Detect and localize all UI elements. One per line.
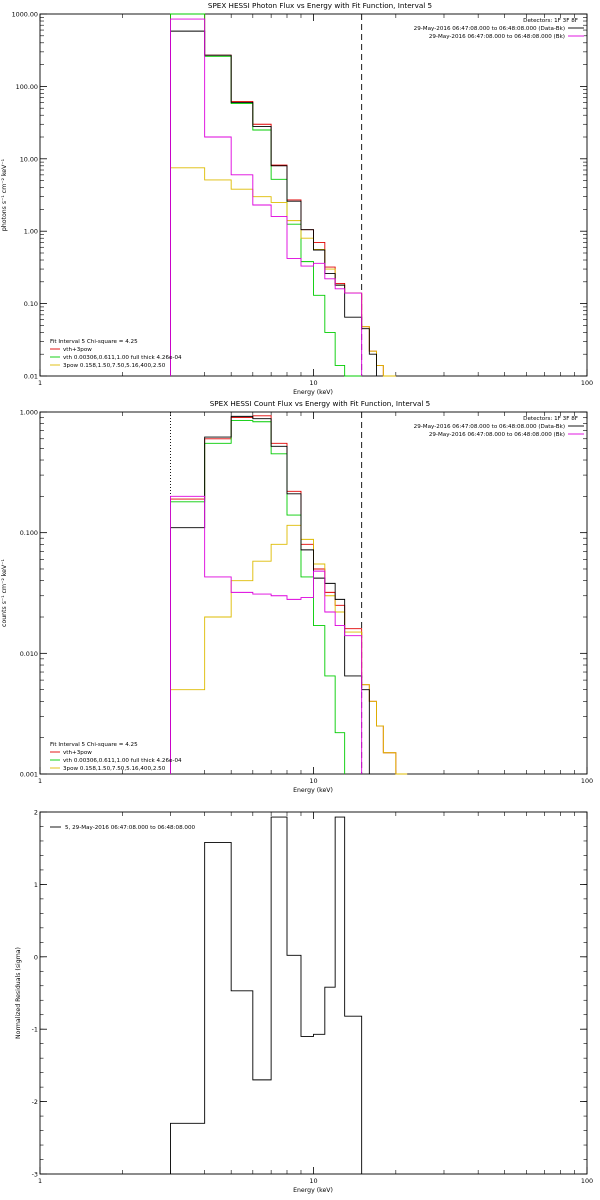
y-tick-label: 1 (34, 881, 38, 889)
series-vth-0-00306-0-611-1-00-full-thic (170, 13, 362, 377)
x-tick-label: 10 (309, 379, 317, 387)
panel3-xlabel: Energy (keV) (293, 1187, 333, 1194)
panel1-legend-vth-label: vth 0.00306,0.611,1.00 full thick 4.26e-… (63, 355, 182, 361)
y-tick-label: 2 (34, 809, 38, 817)
panel2-xlabel: Energy (keV) (293, 787, 333, 794)
panel2-legend-bottom: Fit Interval 5 Chi-square = 4.25 vth+3po… (50, 742, 182, 772)
panel3-ylabel: Normalized Residuals (sigma) (15, 947, 22, 1039)
series-vth-3pow (170, 415, 408, 775)
panel2-legend-fit-label: vth+3pow (63, 750, 92, 756)
x-tick-label: 10 (309, 777, 317, 785)
panel1-fit-interval-label: Fit Interval 5 Chi-square = 4.25 (50, 339, 138, 345)
series-data-bk (170, 415, 370, 774)
y-tick-label: 0.01 (24, 373, 38, 381)
y-tick-label: -2 (32, 1098, 38, 1106)
y-tick-label: 0.10 (24, 300, 38, 308)
panel1-ylabel: photons s⁻¹ cm⁻² keV⁻¹ (1, 158, 8, 231)
photon-flux-panel: SPEX HESSI Photon Flux vs Energy with Fi… (1, 1, 593, 396)
y-tick-label: 0.010 (20, 650, 38, 658)
y-tick-label: 1.00 (24, 228, 38, 236)
panel1-detectors-label: Detectors: 1F 3F 8F (523, 18, 578, 24)
y-tick-label: 100.00 (16, 83, 38, 91)
x-tick-label: 100 (581, 1177, 593, 1185)
series-bk (170, 18, 363, 376)
x-tick-label: 100 (581, 379, 593, 387)
x-tick-label: 1 (38, 379, 42, 387)
count-flux-panel: SPEX HESSI Count Flux vs Energy with Fit… (1, 399, 593, 794)
y-tick-label: 10.00 (20, 155, 38, 163)
panel1-legend-fit-label: vth+3pow (63, 347, 92, 353)
series-vth-0-00306-0-611-1-00-full-thic (170, 420, 346, 774)
y-tick-label: 1.000 (20, 409, 38, 417)
panel2-fit-interval-label: Fit Interval 5 Chi-square = 4.25 (50, 742, 138, 748)
panel1-series (170, 13, 396, 377)
panel3-plot-frame (39, 811, 588, 1175)
panel1-legend-bk-label: 29-May-2016 06:47:08.000 to 06:48:08.000… (429, 34, 565, 40)
y-tick-label: 0.100 (20, 529, 38, 537)
series-bk (170, 495, 363, 774)
series-data-bk (170, 30, 377, 376)
panel2-ylabel: counts s⁻¹ cm⁻² keV⁻¹ (1, 559, 8, 627)
panel2-legend-vth-label: vth 0.00306,0.611,1.00 full thick 4.26e-… (63, 758, 182, 764)
panel3-legend: 5, 29-May-2016 06:47:08.000 to 06:48:08.… (50, 825, 196, 831)
panel2-legend-bk-label: 29-May-2016 06:47:08.000 to 06:48:08.000… (429, 432, 565, 438)
panel2-legend-top: Detectors: 1F 3F 8F 29-May-2016 06:47:08… (414, 416, 584, 438)
series-3pow-0-158-1-50-7-50-5-16-400-2- (170, 524, 408, 775)
panel2-title: SPEX HESSI Count Flux vs Energy with Fit… (210, 399, 430, 408)
panel1-axis-ticks: 1 10 100 1000.00 100.00 10.00 1.00 0.10 0.01 (12, 11, 594, 388)
y-tick-label: -1 (32, 1026, 38, 1034)
x-tick-label: 1 (38, 1177, 42, 1185)
panel1-legend-top: Detectors: 1F 3F 8F 29-May-2016 06:47:08… (414, 18, 584, 40)
panel1-xlabel: Energy (keV) (293, 389, 333, 396)
panel2-series (170, 412, 408, 775)
panel1-plot-frame (39, 13, 588, 377)
x-tick-label: 100 (581, 777, 593, 785)
panel3-legend-label: 5, 29-May-2016 06:47:08.000 to 06:48:08.… (65, 825, 196, 831)
y-tick-label: -3 (32, 1171, 38, 1179)
panel2-detectors-label: Detectors: 1F 3F 8F (523, 416, 578, 422)
panel1-legend-3pow-label: 3pow 0.158,1.50,7.50,5.16,400,2.50 (63, 363, 166, 369)
x-tick-label: 10 (309, 1177, 317, 1185)
x-tick-label: 1 (38, 777, 42, 785)
panel2-legend-3pow-label: 3pow 0.158,1.50,7.50,5.16,400,2.50 (63, 766, 166, 772)
y-tick-label: 1000.00 (12, 11, 38, 19)
y-tick-label: 0 (34, 953, 38, 961)
panel3-series (170, 816, 363, 1174)
panel2-axis-ticks: 1 10 100 1.000 0.100 0.010 0.001 (20, 409, 593, 786)
panel1-legend-data-label: 29-May-2016 06:47:08.000 to 06:48:08.000… (414, 26, 565, 32)
panel1-legend-bottom: Fit Interval 5 Chi-square = 4.25 vth+3po… (50, 339, 182, 369)
series-5-29-may-2016-06-47-08-000-to-06 (170, 816, 363, 1174)
panel1-title: SPEX HESSI Photon Flux vs Energy with Fi… (208, 1, 432, 10)
panel2-legend-data-label: 29-May-2016 06:47:08.000 to 06:48:08.000… (414, 424, 565, 430)
y-tick-label: 0.001 (20, 771, 38, 779)
